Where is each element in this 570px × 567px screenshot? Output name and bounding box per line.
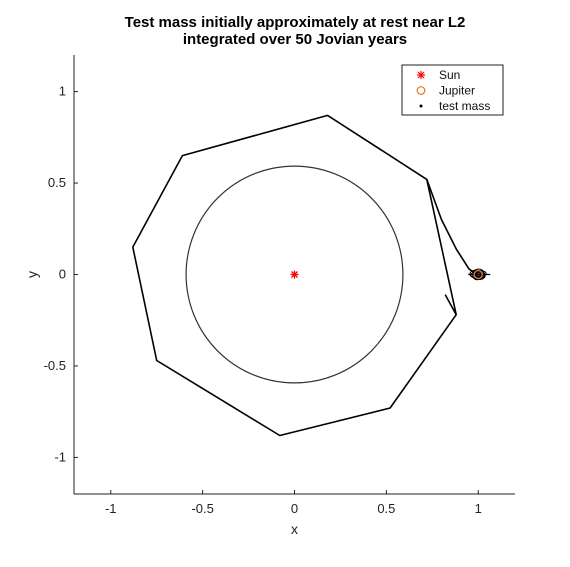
x-tick-label: 0.5 <box>377 501 395 516</box>
y-tick-label: -1 <box>54 449 66 464</box>
x-tick-label: -0.5 <box>191 501 213 516</box>
test-mass-circular-trace <box>185 165 404 384</box>
legend-sun-icon-stroke <box>417 71 425 79</box>
chart-title: Test mass initially approximately at res… <box>125 14 466 48</box>
legend-entry-label: Jupiter <box>439 84 475 98</box>
legend-entry-label: Sun <box>439 68 460 82</box>
test-mass-tail-in <box>444 294 457 316</box>
sun-marker <box>290 270 299 279</box>
legend-entry-label: test mass <box>439 99 490 113</box>
x-axis-label: x <box>291 521 298 537</box>
y-tick-label: -0.5 <box>44 358 66 373</box>
x-tick-label: 0 <box>291 501 298 516</box>
y-axis-label: y <box>24 271 40 278</box>
chart-title-line-2: integrated over 50 Jovian years <box>183 31 407 48</box>
y-tick-label: 0.5 <box>48 175 66 190</box>
test-mass-loop <box>473 268 485 278</box>
y-tick-label: 1 <box>59 84 66 99</box>
legend-jupiter-icon <box>416 86 426 95</box>
chart-title-line-1: Test mass initially approximately at res… <box>125 14 466 31</box>
x-tick-label: -1 <box>105 501 117 516</box>
legend-sun-icon <box>417 71 425 79</box>
y-tick-label: 0 <box>59 267 66 282</box>
data-layer <box>132 114 491 437</box>
x-tick-label: 1 <box>475 501 482 516</box>
sun-marker-stroke <box>291 271 298 278</box>
legend-test-mass-icon <box>419 104 423 108</box>
test-mass-tail-out <box>426 179 477 276</box>
axes: -1 -0.5 0 0.5 1 -1 -0.5 0 0.5 1 x y <box>24 55 515 537</box>
jupiter-marker <box>473 269 483 280</box>
test-mass-star-trace <box>132 114 458 437</box>
